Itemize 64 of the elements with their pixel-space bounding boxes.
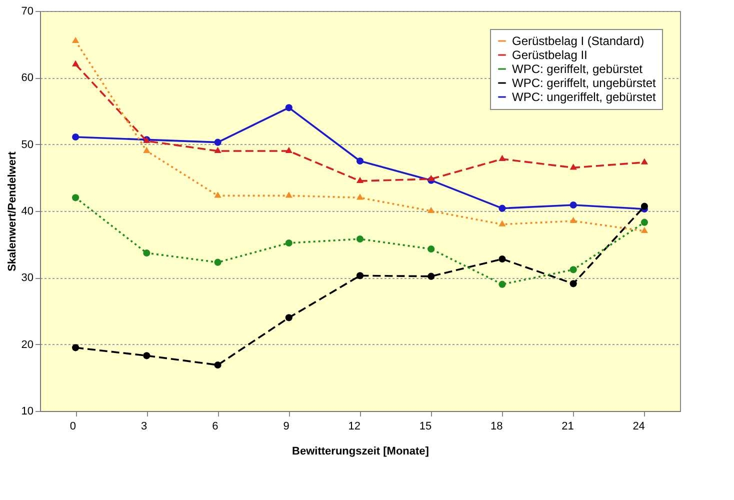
x-tick-label: 9: [283, 420, 290, 432]
point: [428, 245, 435, 253]
point: [72, 60, 80, 66]
point: [72, 194, 80, 202]
x-tick-label: 18: [490, 420, 503, 432]
point: [570, 201, 577, 209]
point: [570, 280, 577, 288]
x-tick-label: 15: [419, 420, 432, 432]
point: [356, 194, 364, 200]
x-tick-label: 12: [348, 420, 360, 432]
point: [214, 361, 222, 369]
point: [570, 266, 577, 274]
y-tick-label: 40: [21, 206, 34, 218]
point: [143, 249, 150, 257]
point: [640, 158, 648, 164]
point: [214, 138, 222, 146]
point: [356, 235, 364, 243]
point: [285, 192, 292, 198]
y-tick-label: 60: [21, 72, 34, 84]
point: [143, 352, 150, 360]
point: [428, 206, 435, 214]
point: [498, 204, 506, 212]
point: [72, 133, 80, 141]
point: [214, 258, 222, 266]
x-tick-label: 24: [632, 420, 645, 432]
y-tick-label: 30: [21, 272, 34, 284]
point: [285, 239, 292, 247]
point: [356, 157, 364, 165]
point: [214, 192, 222, 198]
y-tick-label: 70: [21, 6, 34, 18]
point: [498, 255, 506, 263]
point: [72, 36, 80, 44]
point: [640, 202, 648, 210]
y-tick-label: 50: [21, 138, 34, 151]
point: [570, 164, 577, 170]
x-tick-label: 3: [141, 420, 148, 432]
legend-label: WPC: geriffelt, ungebürstet: [512, 76, 657, 90]
point: [356, 176, 364, 184]
x-axis-title: Bewitterungszeit [Monate]: [292, 446, 430, 458]
point: [498, 280, 506, 288]
point: [498, 154, 506, 162]
point: [640, 226, 648, 234]
point: [640, 218, 648, 226]
point: [72, 344, 80, 352]
point: [214, 146, 222, 154]
y-tick-label: 10: [21, 406, 34, 418]
legend-label: Gerüstbelag II: [512, 48, 588, 62]
point: [285, 104, 292, 112]
point: [428, 174, 435, 182]
x-tick-label: 21: [562, 420, 574, 432]
point: [285, 314, 292, 322]
point: [570, 216, 577, 224]
point: [428, 272, 435, 280]
legend-label: WPC: ungeriffelt, gebürstet: [512, 90, 657, 104]
point: [498, 220, 506, 226]
legend-label: WPC: geriffelt, gebürstet: [512, 62, 644, 76]
x-tick-label: 6: [212, 420, 218, 432]
x-tick-label: 0: [70, 420, 76, 432]
y-tick-label: 20: [21, 338, 34, 351]
point: [356, 272, 364, 280]
point: [285, 146, 292, 154]
y-axis-title: Skalenwert/Pendelwert: [6, 151, 18, 272]
point: [143, 146, 150, 154]
legend-label: Gerüstbelag I (Standard): [512, 34, 644, 48]
